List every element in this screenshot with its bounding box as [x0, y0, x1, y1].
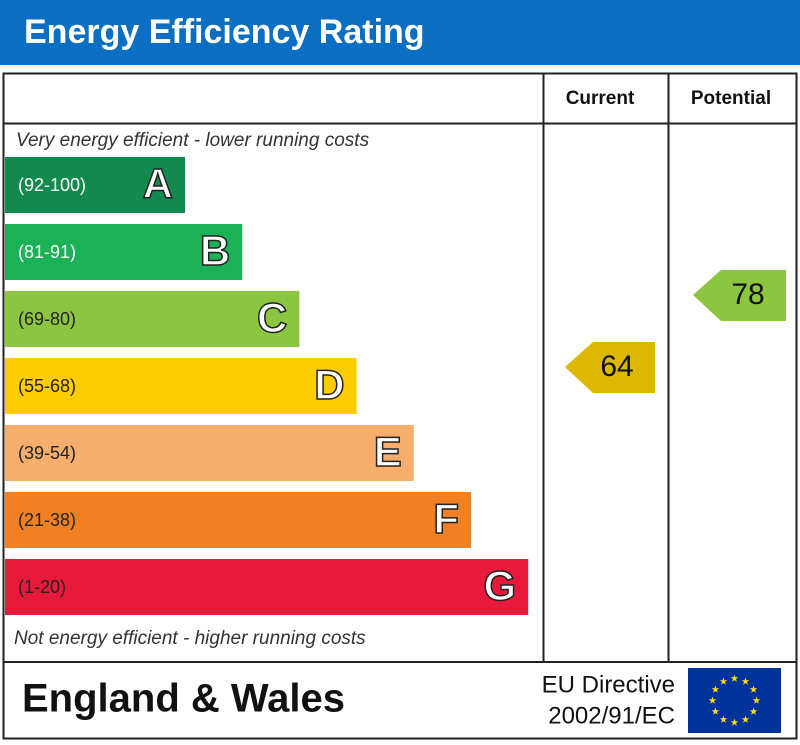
eu-stars: [708, 674, 761, 726]
band: [5, 358, 357, 414]
eu-star: [711, 685, 720, 693]
band-letter: F: [433, 495, 459, 542]
eu-star: [741, 677, 750, 685]
eu-star: [749, 707, 758, 715]
band: [5, 224, 243, 280]
potential-value: 78: [731, 278, 764, 311]
eu-star: [719, 715, 728, 723]
band-letter: A: [143, 160, 173, 207]
band: [5, 291, 300, 347]
bottom-note: Not energy efficient - higher running co…: [14, 628, 366, 649]
eu-star: [711, 707, 720, 715]
band-letter: G: [484, 562, 517, 609]
band: [5, 425, 414, 481]
band: [5, 492, 471, 548]
band-letter: D: [314, 361, 344, 408]
potential-header: Potential: [691, 88, 771, 109]
band-letter: C: [257, 294, 287, 341]
band-range: (92-100): [18, 175, 86, 195]
band-letter: B: [200, 227, 230, 274]
title: Energy Efficiency Rating: [24, 13, 425, 51]
directive-line: EU Directive: [542, 671, 675, 698]
band-range: (55-68): [18, 376, 76, 396]
band-letter: E: [374, 428, 402, 475]
eu-star: [730, 718, 739, 726]
current-header: Current: [566, 88, 635, 109]
band-range: (1-20): [18, 577, 66, 597]
band-range: (69-80): [18, 309, 76, 329]
eu-star: [719, 677, 728, 685]
eu-star: [730, 674, 739, 682]
eu-star: [741, 715, 750, 723]
eu-star: [708, 696, 717, 704]
region: England & Wales: [22, 677, 345, 721]
top-note: Very energy efficient - lower running co…: [16, 130, 370, 151]
current-value: 64: [600, 350, 633, 383]
eu-star: [749, 685, 758, 693]
band: [5, 157, 185, 213]
potential-arrow: [693, 270, 786, 321]
band-range: (39-54): [18, 443, 76, 463]
band: [5, 559, 529, 615]
title-bar: [0, 0, 800, 65]
band-range: (81-91): [18, 242, 76, 262]
directive-line: 2002/91/EC: [548, 702, 675, 729]
current-arrow: [565, 342, 655, 393]
eu-star: [752, 696, 761, 704]
band-range: (21-38): [18, 510, 76, 530]
frame: [2, 72, 798, 740]
